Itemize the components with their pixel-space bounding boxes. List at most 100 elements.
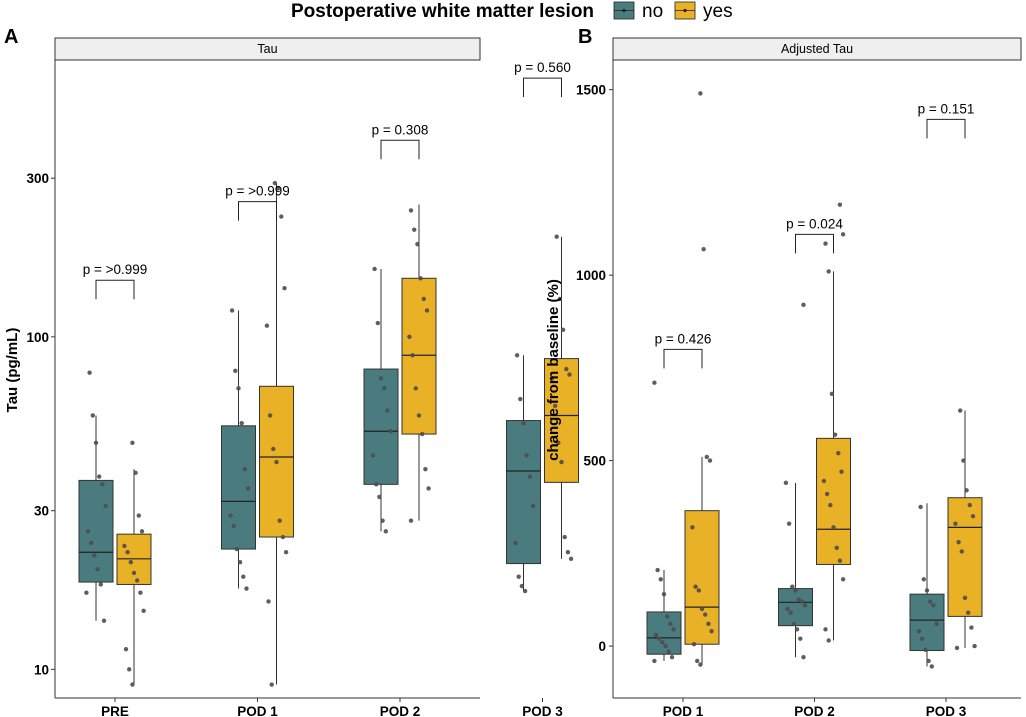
panel-a-pod-1-yes-point: [283, 550, 289, 555]
panel-b-pod-3-pvalue-bracket: [926, 118, 966, 139]
panel-a-pre-no-point: [97, 474, 102, 479]
panel-b-pod-1-yes-point: [690, 525, 695, 530]
panel-b-pod-1-pvalue-bracket: [663, 348, 703, 369]
panel-a-pod-1-yes-point: [267, 413, 273, 418]
panel-a-pod-2-yes-point: [424, 308, 430, 313]
panel-a-pod-2-no-point: [385, 408, 390, 413]
panel-a-pre-no-point: [100, 482, 105, 487]
panel-a-pre-yes-point: [123, 646, 129, 652]
panel-b-pod-1-yes-point: [693, 584, 698, 589]
panel-b-pod-2-yes-point: [823, 241, 828, 246]
panel-a-plot-area: 10 30 100 300 PRE POD 1 POD 2 POD 3 p = >0.999 p …: [26, 60, 579, 717]
panel-a-pod-1-no-point: [233, 368, 238, 374]
panel-b-pod-2-no-point: [788, 610, 793, 615]
panel-b-pod-2-yes-point: [839, 469, 844, 474]
panel-a-pre-yes-point: [122, 543, 127, 549]
panel-a-pre-yes-point: [127, 667, 132, 672]
panel-a-letter: A: [4, 26, 18, 48]
panel-b-pod-1-no-point: [661, 591, 667, 597]
panel-b-pod-1-yes-point: [699, 606, 705, 612]
panel-a-pod-1-yes-point: [271, 446, 276, 452]
panel-a-pod-1-no-point: [236, 386, 241, 391]
panel-a-pod-3-yes-point: [557, 296, 563, 302]
panel-a-pod-3-pvalue-label: p = 0.560: [514, 60, 571, 75]
panel-b-pod-1-yes-point: [701, 246, 706, 252]
panel-b-pod-2-no-point: [786, 521, 792, 526]
panel-a-pod-1-yes-point: [264, 323, 270, 328]
panel-b-pod-2-yes-point: [840, 577, 846, 582]
panel-b-pod-1-yes-point: [704, 454, 709, 460]
panel-b-pod-3-no-point: [920, 636, 925, 641]
panel-a-y-tick-label: 100: [26, 330, 49, 345]
panel-b-pod-1-no-point: [655, 567, 660, 573]
panel-b-y-tick-label: 1500: [576, 83, 606, 98]
panel-b-pod-2-yes-point: [824, 491, 830, 497]
panel-a-pre-pvalue-bracket: [95, 279, 135, 300]
panel-b-pod-2-yes-point: [832, 432, 838, 437]
panel-b-pod-2-no-point: [791, 621, 797, 627]
panel-b-pod-1-no-point: [665, 614, 670, 619]
panel-b-pod-2-yes-point: [837, 202, 843, 207]
panel-a-pre-no-point: [98, 582, 104, 587]
panel-a-pod-1-no-point: [234, 546, 240, 552]
panel-a-pod-1-yes-point: [275, 185, 281, 191]
panel-a-x-tick-label: POD 1: [237, 704, 278, 717]
panel-a-pod-1-yes-point: [277, 518, 282, 523]
panel-b-pod-1-no-point: [653, 632, 659, 638]
panel-b-pod-2-yes-point: [821, 478, 827, 484]
panel-a-pre-yes-point: [133, 470, 138, 476]
panel-a-x-tick-label: PRE: [101, 704, 129, 717]
panel-a-pod-2-no-point: [377, 494, 382, 500]
panel-a-pod-2-yes-point: [421, 296, 426, 302]
panel-a-pre-no-point: [103, 503, 108, 509]
panel-b-pod-1-pvalue-label: p = 0.426: [655, 331, 712, 346]
panel-a-y-tick-label: 10: [34, 662, 49, 677]
panel-a-pod-1-no-point: [228, 513, 233, 518]
legend-item-yes: yes: [674, 1, 733, 22]
panel-a-pod-1-yes-point: [272, 180, 278, 186]
panel-a-pod-2-no-point: [378, 376, 384, 381]
panel-a-pod-2-yes-point: [416, 413, 422, 418]
panel-b-pod-1-no-point: [652, 380, 657, 385]
panel-b-x-tick-label: POD 3: [926, 704, 967, 717]
panel-a-pre-no-point: [101, 618, 107, 623]
panel-b-pod-3-no-point: [916, 629, 922, 634]
panel-b-y-tick-label: 500: [583, 454, 606, 469]
panel-b-pod-3-no-point: [921, 577, 926, 582]
panel-a-pod-3-no-point: [530, 503, 536, 509]
panel-a-pod-3-yes-point: [567, 372, 572, 377]
panel-a-pod-3-yes-point: [552, 403, 558, 409]
panel-b-pod-2-yes-point: [834, 545, 839, 550]
panel-b-pod-1-yes-point: [696, 588, 701, 593]
panel-a-pod-3-no-point: [516, 574, 521, 579]
panel-a-pre-no-point: [89, 540, 94, 546]
panel-b-pod-3-no-point: [924, 588, 930, 593]
panel-b-pod-1-yes-point: [703, 612, 708, 617]
panel-a-pod-1-no-point: [229, 308, 235, 313]
panel-b-pod-1-yes-point: [695, 658, 700, 664]
panel-b-pod-2-yes-point: [823, 627, 828, 632]
panel-b-pod-3-yes-point: [964, 488, 969, 493]
panel-a-x-tick-label: POD 2: [380, 704, 421, 717]
panel-b-pod-2-yes-point: [831, 525, 836, 530]
legend-item-no: no: [613, 1, 663, 22]
panel-a: A Tau Tau (pg/mL) 10 30 100 300 PRE POD 1 POD …: [4, 26, 579, 717]
panel-a-pod-1-no-point: [237, 559, 243, 565]
panel-a-pod-1-no-point: [241, 574, 246, 579]
panel-a-pod-2-yes-box: [401, 277, 437, 435]
panel-a-pod-3-no-point: [524, 453, 529, 458]
panel-b-pod-2-no-box: [778, 588, 813, 627]
panel-b-strip-title: Adjusted Tau: [781, 42, 853, 56]
panel-b-y-tick-label: 0: [598, 639, 606, 654]
panel-b-pod-1-no-point: [669, 654, 675, 660]
panel-a-pod-3-yes-point: [559, 459, 564, 465]
panel-a-pod-2-yes-point: [426, 486, 431, 491]
panel-a-pod-3-no-point: [522, 588, 528, 594]
panel-b-pod-3-yes-point: [962, 595, 968, 601]
panel-a-pod-1-yes-point: [280, 534, 286, 540]
panel-a-pod-3-yes-point: [568, 556, 574, 561]
panel-a-pod-1-pvalue-label: p = >0.999: [225, 184, 290, 199]
panel-b-pod-1-no-point: [658, 577, 663, 582]
panel-a-pod-2-no-point: [370, 453, 376, 458]
panel-a-pre-yes-point: [130, 440, 135, 446]
